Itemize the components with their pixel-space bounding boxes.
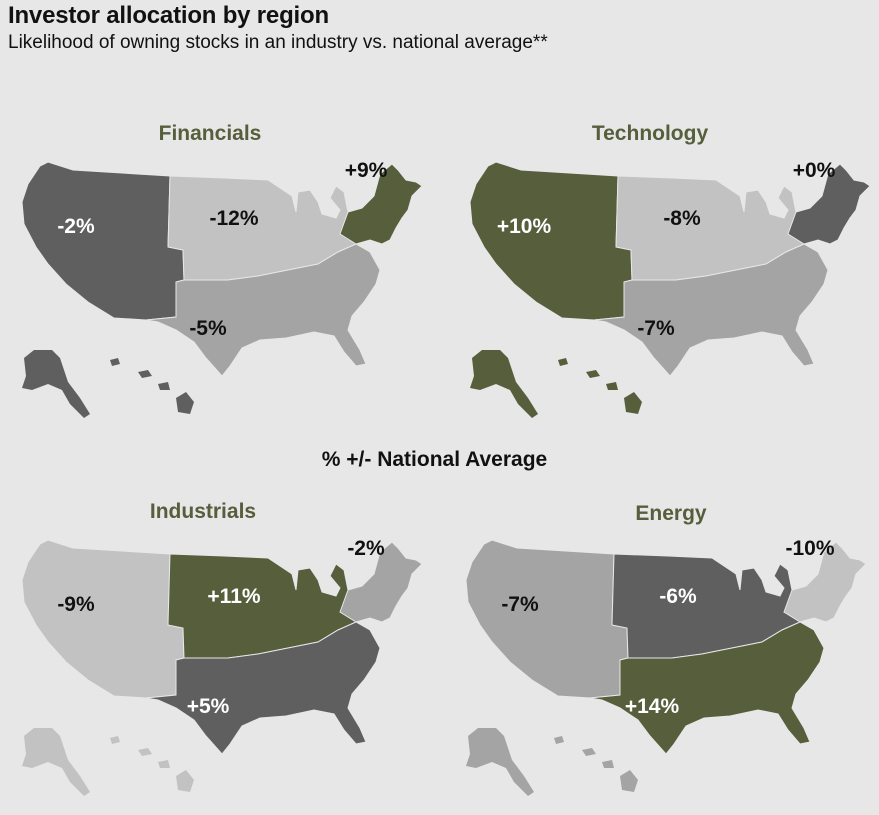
page-title: Investor allocation by region — [8, 2, 329, 29]
financials-label-south: -5% — [189, 317, 227, 340]
energy-hawaii-shape — [582, 748, 596, 756]
financials-label-northeast: +9% — [345, 159, 388, 182]
energy-hawaii-shape — [602, 760, 614, 768]
map-industrials: -9% +11% +5% -2% — [21, 537, 423, 796]
financials-hawaii-shape — [138, 370, 152, 378]
legend-label: % +/- National Average — [321, 448, 548, 471]
technology-label-south: -7% — [637, 317, 675, 340]
panel-title-technology: Technology — [591, 122, 709, 145]
industrials-label-south: +5% — [187, 695, 230, 718]
energy-region-south — [589, 621, 825, 755]
industrials-region-south — [145, 621, 381, 755]
financials-region-south — [145, 243, 381, 377]
panel-title-energy: Energy — [635, 502, 707, 525]
panel-title-financials: Financials — [158, 122, 262, 145]
financials-alaska-shape — [22, 350, 90, 418]
map-financials: -2% -12% -5% +9% — [21, 159, 423, 418]
energy-label-south: +14% — [625, 695, 680, 718]
energy-alaska-shape — [466, 728, 534, 796]
financials-region-west — [21, 161, 185, 321]
industrials-hawaii-shape — [138, 748, 152, 756]
financials-hawaii-shape — [176, 392, 194, 414]
technology-region-south — [593, 243, 829, 377]
financials-label-west: -2% — [57, 215, 95, 238]
energy-region-west — [465, 539, 629, 699]
energy-region-northeast — [783, 541, 867, 623]
technology-hawaii-shape — [606, 382, 618, 390]
industrials-label-northeast: -2% — [347, 537, 385, 560]
technology-hawaii-shape — [586, 370, 600, 378]
map-energy: -7% -6% +14% -10% — [465, 537, 867, 796]
financials-hawaii-shape — [158, 382, 170, 390]
financials-hawaii-shape — [110, 358, 120, 366]
technology-region-northeast — [787, 163, 871, 245]
technology-hawaii-shape — [558, 358, 568, 366]
panel-title-industrials: Industrials — [149, 500, 257, 523]
technology-label-northeast: +0% — [793, 159, 836, 182]
energy-label-west: -7% — [501, 593, 539, 616]
technology-alaska-shape — [470, 350, 538, 418]
industrials-region-northeast — [339, 541, 423, 623]
map-technology: +10% -8% -7% +0% — [469, 159, 871, 418]
technology-region-west — [469, 161, 633, 321]
energy-label-midwest: -6% — [659, 585, 697, 608]
industrials-hawaii-shape — [110, 736, 120, 744]
technology-label-west: +10% — [497, 215, 552, 238]
industrials-label-midwest: +11% — [207, 585, 260, 608]
energy-hawaii-shape — [554, 736, 564, 744]
energy-hawaii-shape — [620, 770, 638, 792]
technology-hawaii-shape — [624, 392, 642, 414]
industrials-region-west — [21, 539, 185, 699]
industrials-label-west: -9% — [57, 593, 95, 616]
industrials-hawaii-shape — [158, 760, 170, 768]
financials-label-midwest: -12% — [209, 207, 258, 230]
technology-label-midwest: -8% — [663, 207, 701, 230]
energy-label-northeast: -10% — [785, 537, 834, 560]
industrials-alaska-shape — [22, 728, 90, 796]
industrials-hawaii-shape — [176, 770, 194, 792]
financials-region-northeast — [339, 163, 423, 245]
page-subtitle: Likelihood of owning stocks in an indust… — [8, 32, 548, 53]
